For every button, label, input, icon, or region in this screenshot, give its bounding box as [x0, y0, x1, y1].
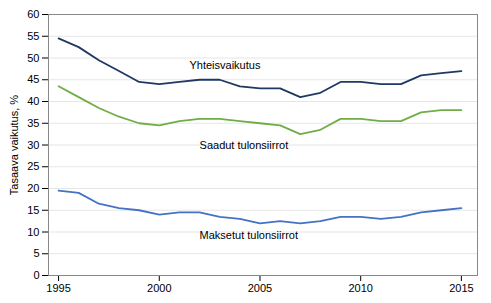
svg-text:2005: 2005: [248, 282, 272, 294]
svg-text:Maksetut tulonsiirrot: Maksetut tulonsiirrot: [200, 229, 298, 241]
svg-text:1995: 1995: [46, 282, 70, 294]
svg-text:5: 5: [33, 247, 39, 259]
svg-text:Tasaava vaikutus, %: Tasaava vaikutus, %: [8, 95, 20, 195]
svg-text:2010: 2010: [348, 282, 372, 294]
svg-text:25: 25: [27, 160, 39, 172]
svg-text:20: 20: [27, 182, 39, 194]
svg-text:Yhteisvaikutus: Yhteisvaikutus: [189, 59, 260, 71]
svg-text:2000: 2000: [147, 282, 171, 294]
svg-text:55: 55: [27, 30, 39, 42]
svg-text:15: 15: [27, 204, 39, 216]
svg-text:35: 35: [27, 117, 39, 129]
svg-text:Saadut tulonsiirrot: Saadut tulonsiirrot: [200, 139, 289, 151]
svg-text:45: 45: [27, 73, 39, 85]
svg-text:50: 50: [27, 52, 39, 64]
svg-text:30: 30: [27, 139, 39, 151]
svg-text:10: 10: [27, 226, 39, 238]
svg-text:2015: 2015: [449, 282, 473, 294]
svg-text:0: 0: [33, 269, 39, 281]
svg-text:60: 60: [27, 8, 39, 20]
svg-text:40: 40: [27, 95, 39, 107]
